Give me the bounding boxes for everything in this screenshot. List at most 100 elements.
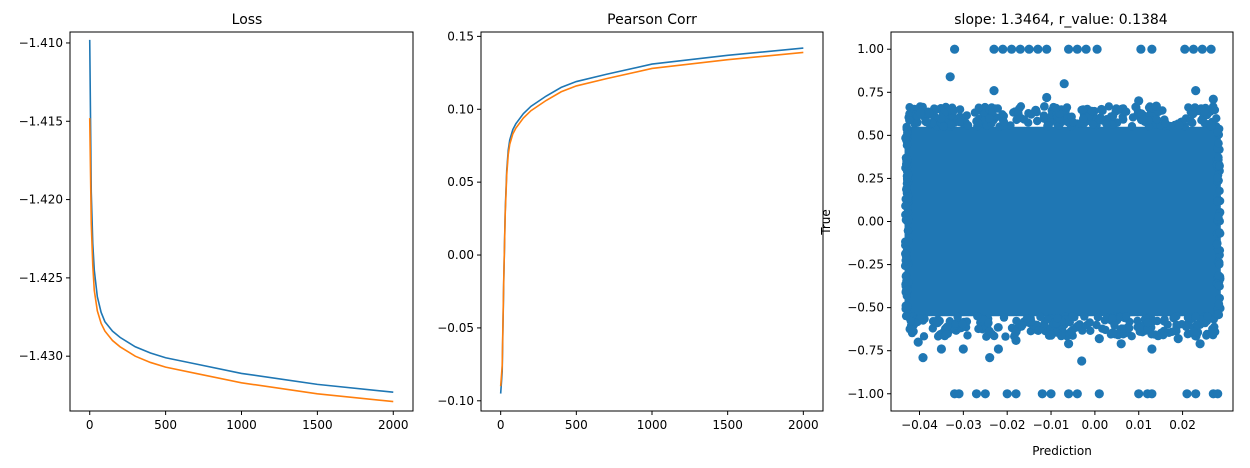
scatter-xtick-label: 0.02 (1169, 418, 1196, 432)
scatter-ytick-label: −1.00 (847, 387, 884, 401)
scatter-point (1044, 121, 1053, 130)
scatter-point (1184, 103, 1193, 112)
scatter-point (947, 120, 956, 129)
scatter-point (954, 389, 964, 399)
scatter-point (984, 318, 993, 328)
scatter-point (1042, 92, 1052, 103)
scatter-point (1136, 44, 1146, 54)
scatter-point (1051, 103, 1061, 113)
loss-chart-lines (88, 39, 394, 403)
pearson-chart-lines (499, 47, 804, 394)
scatter-point (993, 344, 1004, 354)
loss-xtick-label: 2000 (378, 418, 409, 432)
scatter-point (904, 237, 913, 246)
scatter-point (1033, 116, 1042, 126)
scatter-point (902, 122, 911, 132)
scatter-xtick-label: −0.01 (1033, 418, 1070, 432)
scatter-point (963, 331, 972, 340)
loss-ytick-label: −1.410 (19, 36, 63, 50)
scatter-point (1208, 327, 1218, 337)
scatter-point (1110, 321, 1119, 330)
scatter-point (945, 72, 955, 82)
scatter-point (1147, 389, 1157, 399)
scatter-point (1153, 316, 1162, 326)
pearson-chart-title: Pearson Corr (607, 12, 697, 28)
scatter-point (931, 319, 941, 328)
pearson-ytick-label: 0.00 (447, 248, 474, 262)
scatter-point (1011, 335, 1021, 345)
scatter-point (1143, 324, 1152, 334)
scatter-point (1215, 260, 1224, 269)
scatter-point (973, 312, 982, 321)
scatter-point (1159, 317, 1169, 326)
pearson-xtick-label: 1000 (637, 418, 668, 432)
scatter-point (1020, 115, 1029, 124)
scatter-chart-x-axis: −0.04 −0.03 −0.02 −0.01 0.00 0.01 0.02 (901, 411, 1196, 432)
scatter-point (903, 285, 912, 295)
scatter-point (974, 324, 983, 334)
scatter-point (989, 44, 999, 54)
scatter-point (1172, 326, 1181, 336)
scatter-point (1214, 271, 1223, 280)
loss-chart-title: Loss (232, 12, 263, 28)
scatter-point (950, 44, 960, 54)
scatter-point (1186, 116, 1196, 126)
scatter-point (974, 103, 983, 112)
scatter-ytick-label: −0.50 (847, 301, 884, 315)
loss-ytick-label: −1.430 (19, 349, 63, 363)
pearson-ytick-label: 0.10 (447, 102, 474, 116)
scatter-point (1092, 44, 1102, 54)
scatter-point (1002, 389, 1012, 399)
scatter-point (1188, 44, 1199, 54)
scatter-point (902, 159, 911, 168)
scatter-point (1037, 389, 1047, 399)
scatter-point (932, 105, 941, 114)
scatter-point (1199, 106, 1210, 116)
scatter-point (1191, 389, 1201, 399)
scatter-chart-title: slope: 1.3464, r_value: 0.1384 (954, 12, 1168, 28)
scatter-point (919, 332, 929, 341)
scatter-point (1215, 161, 1224, 170)
scatter-point (1064, 339, 1074, 349)
scatter-point (901, 272, 910, 281)
scatter-point (1033, 44, 1043, 54)
loss-xtick-label: 1000 (226, 418, 257, 432)
scatter-xtick-label: 0.01 (1125, 418, 1152, 432)
scatter-point (993, 323, 1003, 332)
scatter-chart: slope: 1.3464, r_value: 0.1384 −0.04 −0.0… (819, 12, 1234, 458)
pearson-series-2-line (499, 51, 804, 387)
scatter-point (939, 122, 948, 131)
scatter-point (1191, 86, 1201, 96)
scatter-point (1015, 44, 1025, 54)
scatter-point (1104, 102, 1114, 111)
scatter-point (902, 184, 911, 193)
scatter-point (1213, 389, 1223, 399)
scatter-point (1133, 316, 1142, 325)
scatter-point (1212, 240, 1222, 249)
loss-series-1-line (88, 39, 394, 394)
scatter-point (905, 116, 914, 125)
scatter-point (1027, 110, 1036, 119)
scatter-point (980, 389, 990, 399)
scatter-ytick-label: −0.75 (847, 344, 884, 358)
scatter-point (918, 353, 928, 363)
scatter-point (1212, 114, 1221, 123)
scatter-point (1180, 44, 1190, 54)
loss-xtick-label: 1500 (302, 418, 333, 432)
scatter-point (1081, 44, 1091, 54)
scatter-point (1143, 318, 1153, 328)
scatter-point (903, 194, 912, 204)
scatter-point (1077, 356, 1087, 366)
scatter-point (1116, 339, 1126, 349)
scatter-point (907, 325, 917, 335)
scatter-point (1214, 281, 1223, 290)
scatter-point (1006, 121, 1015, 130)
scatter-point (1034, 326, 1043, 335)
loss-chart: Loss 0 500 1000 1500 2000 −1.430 −1.425 −1.420… (19, 12, 414, 432)
scatter-chart-y-axis: −1.00 −0.75 −0.50 −0.25 0.00 0.25 0.50 0.75 1.00 (847, 42, 891, 401)
scatter-point (1001, 332, 1010, 341)
loss-chart-x-axis: 0 500 1000 1500 2000 (86, 411, 409, 432)
scatter-ytick-label: 1.00 (857, 42, 884, 56)
scatter-point (1113, 105, 1123, 115)
scatter-point (901, 201, 910, 211)
